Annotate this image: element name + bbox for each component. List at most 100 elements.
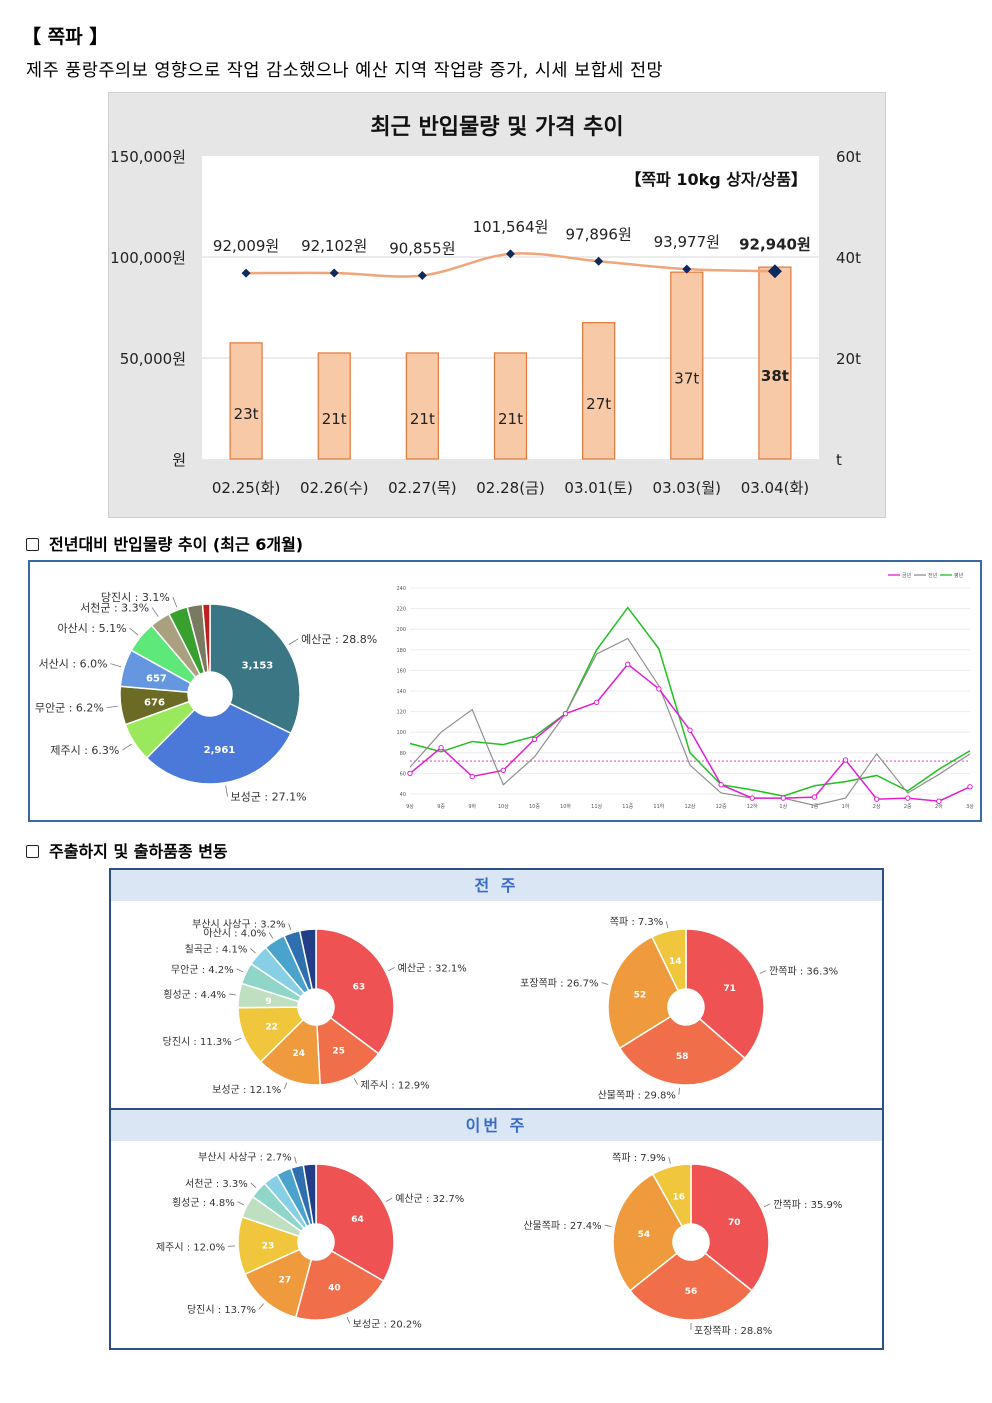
leader-line xyxy=(250,1182,257,1188)
y-tick-label: 100 xyxy=(396,730,406,736)
slice-label: 포장쪽파 : 28.8% xyxy=(694,1325,772,1337)
shipping-box: 전 주 이번 주 63 예산군 : 32.1% 25 제주시 : 12.9% 24 보성군… xyxy=(109,868,884,1350)
y-tick-label: 120 xyxy=(396,710,406,716)
series-marker xyxy=(438,744,444,751)
yoy-line-chart: 40 60 80 100 120 140 160 180 200 220 240 9상 9중 9하 10상 1… xyxy=(396,572,974,810)
band-prev-week: 전 주 xyxy=(111,870,882,901)
divider xyxy=(111,1108,882,1110)
pie-slice xyxy=(302,1163,317,1226)
slice-value-label: 64 xyxy=(351,1215,364,1225)
x-tick-label: 10중 xyxy=(529,804,540,810)
slice-value-label: 23 xyxy=(262,1241,275,1251)
y-tick-label: 60 xyxy=(400,771,406,777)
slice-label: 부산시 사상구 : 3.2% xyxy=(192,918,286,930)
bar xyxy=(317,352,351,460)
series-marker xyxy=(500,767,507,774)
legend-label: 평년 xyxy=(954,572,964,579)
slice-label: 깐쪽파 : 36.3% xyxy=(769,966,838,978)
x-tick-label: 12중 xyxy=(716,804,727,810)
x-tick-label: 02.25(화) xyxy=(212,479,280,497)
series-marker xyxy=(593,699,600,706)
bar-label: 21t xyxy=(498,410,523,428)
legend-label: 전년 xyxy=(928,572,938,579)
x-tick-label: 2상 xyxy=(873,803,881,810)
pie-slice xyxy=(145,702,292,785)
pie-slice xyxy=(315,928,395,1055)
slice-label: 무안군 : 4.2% xyxy=(171,964,234,976)
x-tick-label: 2하 xyxy=(935,803,943,810)
checkbox-icon xyxy=(26,845,39,858)
slice-label: 예산군 : 32.7% xyxy=(395,1193,464,1205)
bar-label: 23t xyxy=(234,405,259,423)
slice-value-label: 22 xyxy=(265,1022,278,1032)
chart-title: 최근 반입물량 및 가격 추이 xyxy=(370,115,623,140)
series-marker xyxy=(873,796,880,802)
leader-line xyxy=(122,743,132,751)
x-tick-label: 11하 xyxy=(653,803,664,810)
price-marker xyxy=(506,249,515,259)
slice-value-label: 40 xyxy=(328,1283,341,1293)
series-marker xyxy=(967,784,973,790)
price-marker xyxy=(329,268,339,278)
slice-label: 횡성군 : 4.4% xyxy=(163,989,226,1001)
leader-line xyxy=(601,982,609,985)
slice-value-label: 63 xyxy=(353,982,366,992)
y-tick-label: 140 xyxy=(396,689,406,695)
price-label: 90,855원 xyxy=(389,239,455,257)
bar xyxy=(229,342,263,460)
leader-line xyxy=(258,1303,264,1310)
series-marker xyxy=(749,795,755,801)
pie-slice xyxy=(243,1248,313,1319)
slice-label: 쪽파 : 7.3% xyxy=(610,916,664,928)
leader-line xyxy=(288,638,299,645)
leader-line xyxy=(288,923,292,931)
bar-label: 21t xyxy=(322,410,347,428)
pie-slice xyxy=(237,1006,305,1063)
left-tick-label: 150,000원 xyxy=(110,148,186,166)
bar xyxy=(670,271,704,460)
slice-label: 당진시 : 11.3% xyxy=(163,1036,232,1048)
leader-line xyxy=(250,948,256,954)
pie-slice xyxy=(690,1163,770,1292)
slice-label: 포장쪽파 : 26.7% xyxy=(520,978,598,990)
x-tick-label: 12하 xyxy=(747,803,758,810)
slice-value-label: 676 xyxy=(144,697,165,708)
pie-slice xyxy=(201,603,211,673)
slice-label: 횡성군 : 4.8% xyxy=(172,1197,235,1209)
x-tick-label: 11중 xyxy=(622,804,633,810)
leader-line xyxy=(604,1224,612,1227)
pie-slice xyxy=(651,1163,692,1228)
leader-line xyxy=(228,993,236,996)
slice-value-label: 71 xyxy=(723,984,736,994)
price-label: 97,896원 xyxy=(565,225,631,243)
left-tick-label: 50,000원 xyxy=(120,350,186,368)
y-tick-label: 160 xyxy=(396,668,406,674)
slice-value-label: 27 xyxy=(279,1276,292,1286)
left-tick-label: 100,000원 xyxy=(110,249,186,267)
prev-variety-pie: 71 깐쪽파 : 36.3% 58 산물쪽파 : 29.8% 52 포장쪽파 : 26.7… xyxy=(520,916,838,1101)
x-tick-label: 1상 xyxy=(779,803,787,810)
slice-label: 제주시 : 12.9% xyxy=(361,1080,430,1092)
slice-label: 보성군 : 27.1% xyxy=(231,791,307,804)
x-tick-label: 12상 xyxy=(685,803,696,810)
series-marker xyxy=(469,773,475,780)
region-pie-chart: 3,153 예산군 : 28.8% 2,961 보성군 : 27.1% 제주시 : 6.… xyxy=(35,591,377,804)
leader-line xyxy=(759,970,767,974)
leader-line xyxy=(151,607,159,617)
leader-line xyxy=(353,1078,358,1085)
price-marker xyxy=(241,268,251,278)
unit-label: 【쪽파 10kg 상자/상품】 xyxy=(625,170,807,189)
x-tick-label: 03.03(월) xyxy=(653,479,721,497)
slice-label: 제주시 : 6.3% xyxy=(50,744,119,757)
this-region-pie: 64 예산군 : 32.7% 40 보성군 : 20.2% 27 당진시 : 13.7% 2… xyxy=(156,1152,464,1331)
x-tick-label: 9하 xyxy=(468,803,476,810)
right-tick-label: 40t xyxy=(836,249,861,267)
yoy-box: 3,153 예산군 : 28.8% 2,961 보성군 : 27.1% 제주시 : 6.… xyxy=(28,560,982,822)
leader-line xyxy=(110,663,122,668)
price-label: 92,009원 xyxy=(213,237,279,255)
slice-label: 아산시 : 4.0% xyxy=(203,928,266,940)
x-tick-label: 10하 xyxy=(560,803,571,810)
leader-line xyxy=(225,785,228,797)
pie-slice xyxy=(316,1016,380,1086)
price-label: 92,940원 xyxy=(739,235,811,253)
